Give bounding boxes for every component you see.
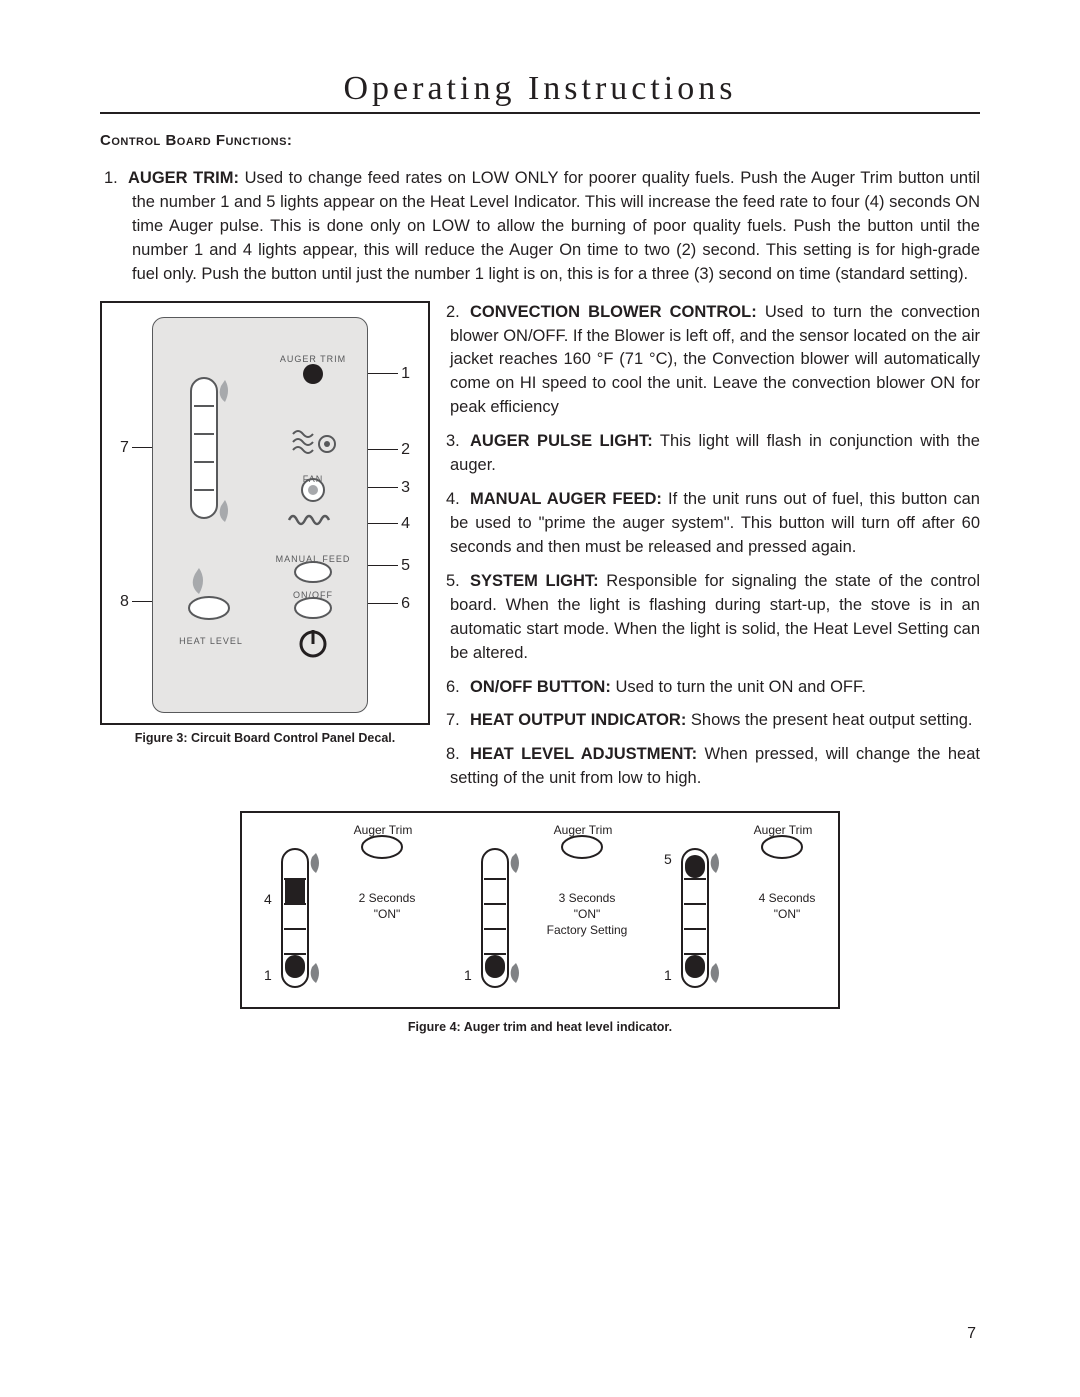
fig4-graphic	[442, 813, 642, 1011]
figure-4: Auger Trim2 Seconds"ON"41Auger Trim3 Sec…	[240, 811, 840, 1009]
list-item: 3.AUGER PULSE LIGHT: This light will fla…	[450, 430, 980, 478]
callout-4: 4	[401, 515, 410, 533]
figure-3: 7 8 1 2 3 4 5 6 AUGER TRIM FAN MANUAL FE…	[100, 301, 430, 725]
item-bold: AUGER TRIM:	[128, 169, 239, 187]
callout-1: 1	[401, 365, 410, 383]
callout-6: 6	[401, 595, 410, 613]
item-bold: AUGER PULSE LIGHT:	[470, 432, 653, 450]
section-heading: Control Board Functions:	[100, 132, 980, 149]
label-heat-level: HEAT LEVEL	[175, 636, 247, 646]
callout-8: 8	[120, 593, 129, 611]
panel-graphics	[153, 318, 369, 714]
title-rule	[100, 112, 980, 114]
list-item: 8.HEAT LEVEL ADJUSTMENT: When pressed, w…	[450, 743, 980, 791]
control-panel: AUGER TRIM FAN MANUAL FEED ON/OFF HEAT L…	[152, 317, 368, 713]
item-number: 3.	[446, 430, 470, 454]
item-bold: HEAT OUTPUT INDICATOR:	[470, 711, 686, 729]
page-number: 7	[967, 1325, 976, 1343]
list-item: 2.CONVECTION BLOWER CONTROL: Used to tur…	[450, 301, 980, 421]
callout-3: 3	[401, 479, 410, 497]
fig4-graphic	[642, 813, 842, 1011]
item-text: Used to change feed rates on LOW ONLY fo…	[132, 169, 980, 283]
item-bold: MANUAL AUGER FEED:	[470, 490, 662, 508]
item-number: 5.	[446, 570, 470, 594]
item-number: 8.	[446, 743, 470, 767]
label-auger-trim: AUGER TRIM	[273, 354, 353, 364]
item-number: 2.	[446, 301, 470, 325]
item-bold: SYSTEM LIGHT:	[470, 572, 599, 590]
item-bold: ON/OFF BUTTON:	[470, 678, 611, 696]
fig4-graphic	[242, 813, 442, 1011]
label-manual-feed: MANUAL FEED	[269, 554, 357, 564]
item-text: Used to turn the unit ON and OFF.	[611, 678, 866, 696]
item-text: Shows the present heat output setting.	[686, 711, 972, 729]
label-on-off: ON/OFF	[285, 590, 341, 600]
list-item-1: 1.AUGER TRIM: Used to change feed rates …	[132, 167, 980, 287]
item-number: 1.	[104, 167, 128, 191]
list-item: 7.HEAT OUTPUT INDICATOR: Shows the prese…	[450, 709, 980, 733]
page-title: Operating Instructions	[100, 70, 980, 108]
item-bold: HEAT LEVEL ADJUSTMENT:	[470, 745, 697, 763]
list-item: 5.SYSTEM LIGHT: Responsible for signalin…	[450, 570, 980, 666]
callout-2: 2	[401, 441, 410, 459]
list-item: 4.MANUAL AUGER FEED: If the unit runs ou…	[450, 488, 980, 560]
item-number: 4.	[446, 488, 470, 512]
figure-3-caption: Figure 3: Circuit Board Control Panel De…	[100, 731, 430, 745]
item-number: 6.	[446, 676, 470, 700]
list-item: 6.ON/OFF BUTTON: Used to turn the unit O…	[450, 676, 980, 700]
item-number: 7.	[446, 709, 470, 733]
callout-5: 5	[401, 557, 410, 575]
item-bold: CONVECTION BLOWER CONTROL:	[470, 303, 757, 321]
figure-4-caption: Figure 4: Auger trim and heat level indi…	[100, 1020, 980, 1034]
label-fan: FAN	[293, 474, 333, 484]
callout-7: 7	[120, 439, 129, 457]
